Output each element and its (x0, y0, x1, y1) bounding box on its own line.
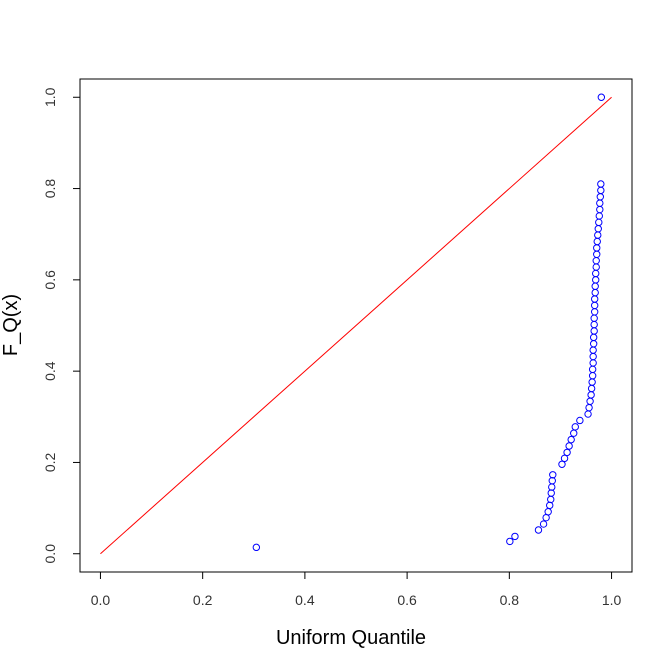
reference-line (100, 96, 612, 555)
y-tick-label: 0.6 (42, 270, 58, 290)
data-point (597, 93, 606, 101)
x-tick-label: 0.6 (397, 592, 417, 608)
x-tick-label: 0.0 (91, 592, 111, 608)
y-tick-label: 1.0 (42, 87, 58, 107)
data-point (563, 448, 571, 457)
data-point (534, 526, 543, 534)
y-tick-label: 0.8 (42, 179, 58, 199)
x-tick-label: 0.8 (500, 592, 520, 608)
data-point (571, 423, 579, 431)
x-tick-label: 0.2 (193, 592, 213, 608)
data-point (597, 180, 605, 188)
data-point (549, 471, 557, 479)
data-point (565, 442, 573, 450)
data-point (252, 543, 261, 552)
y-axis-title: F_Q(x) (0, 294, 22, 356)
data-points (252, 93, 606, 552)
data-point (567, 435, 575, 444)
data-point (506, 537, 514, 546)
y-tick-label: 0.4 (42, 361, 58, 381)
data-point (560, 454, 569, 463)
x-axis-title: Uniform Quantile (276, 627, 426, 649)
data-point (539, 520, 548, 528)
data-point (511, 532, 519, 541)
x-tick-label: 1.0 (602, 592, 622, 608)
y-tick-label: 0.0 (42, 544, 58, 564)
x-axis: 0.0 0.2 0.4 0.6 0.8 1.0 (91, 572, 622, 608)
x-tick-label: 0.4 (295, 592, 315, 608)
data-point (576, 416, 584, 425)
y-tick-label: 0.2 (42, 453, 58, 473)
y-axis: 0.0 0.2 0.4 0.6 0.8 1.0 (42, 87, 80, 563)
data-point (558, 460, 566, 468)
plot-frame (79, 78, 633, 573)
